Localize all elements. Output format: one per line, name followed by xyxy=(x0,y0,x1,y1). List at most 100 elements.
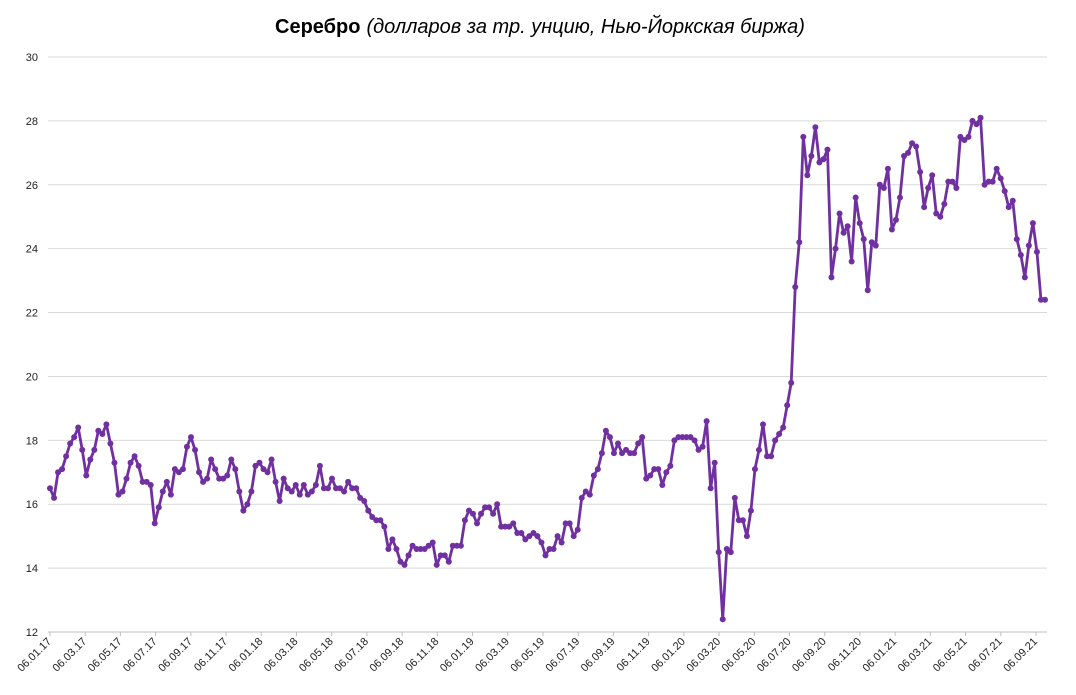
data-point xyxy=(836,210,843,217)
data-point xyxy=(606,434,613,441)
data-point xyxy=(409,542,416,549)
data-point xyxy=(284,485,291,492)
series-line xyxy=(48,116,1045,621)
data-point xyxy=(880,184,887,191)
data-point xyxy=(377,517,384,524)
x-tick-label: 06.05.20 xyxy=(720,636,759,675)
x-tick-label: 06.01.19 xyxy=(438,636,477,675)
data-point xyxy=(808,153,815,160)
data-point xyxy=(478,510,485,517)
data-point xyxy=(401,561,408,568)
data-point xyxy=(884,165,891,172)
x-tick-label: 06.01.18 xyxy=(227,636,266,675)
data-point xyxy=(268,456,275,463)
data-point xyxy=(969,117,976,124)
data-point xyxy=(224,472,231,479)
data-point xyxy=(578,494,585,501)
x-tick-label: 06.01.20 xyxy=(649,636,688,675)
data-point xyxy=(937,213,944,220)
data-point xyxy=(772,437,779,444)
data-point xyxy=(667,462,674,469)
data-point xyxy=(530,529,537,536)
data-point xyxy=(260,466,267,473)
data-point xyxy=(345,478,352,485)
data-point xyxy=(429,539,436,546)
data-point xyxy=(993,165,1000,172)
data-point xyxy=(1013,236,1020,243)
y-axis: 12 14 16 18 20 22 24 26 28 30 xyxy=(26,52,38,639)
data-point xyxy=(820,156,827,163)
x-tick-label: 06.11.19 xyxy=(615,636,653,674)
data-point xyxy=(280,475,287,482)
data-point xyxy=(864,287,871,294)
x-tick-label: 06.03.19 xyxy=(473,636,512,675)
data-point xyxy=(574,526,581,533)
data-point xyxy=(228,456,235,463)
data-point xyxy=(107,440,114,447)
data-point xyxy=(252,462,259,469)
data-point xyxy=(441,552,448,559)
data-point xyxy=(506,523,513,530)
data-point xyxy=(768,453,775,460)
data-point xyxy=(175,469,182,476)
data-point xyxy=(800,133,807,140)
data-point xyxy=(929,172,936,179)
data-point xyxy=(731,494,738,501)
data-point xyxy=(925,184,932,191)
x-tick-label: 06.09.18 xyxy=(367,636,406,675)
data-point xyxy=(856,220,863,227)
data-point xyxy=(300,482,307,489)
data-point xyxy=(784,402,791,409)
data-point xyxy=(361,498,368,505)
data-point xyxy=(917,169,924,175)
data-point xyxy=(582,488,589,495)
data-point xyxy=(635,440,642,447)
grid-lines xyxy=(48,56,1047,633)
x-tick-label: 06.07.20 xyxy=(755,636,794,675)
data-point xyxy=(200,478,207,485)
data-point xyxy=(896,194,903,201)
x-tick-label: 06.05.18 xyxy=(297,636,336,675)
data-point xyxy=(780,424,787,431)
data-point xyxy=(534,533,541,540)
x-tick-label: 06.09.19 xyxy=(579,636,618,675)
x-tick-label: 06.07.19 xyxy=(544,636,583,675)
data-point xyxy=(51,494,58,501)
data-point xyxy=(876,181,883,188)
data-point xyxy=(643,475,650,482)
data-point xyxy=(973,121,980,128)
data-point xyxy=(812,124,819,131)
data-point xyxy=(232,466,239,473)
data-point xyxy=(99,430,106,437)
data-point xyxy=(957,133,964,140)
data-point xyxy=(461,517,468,524)
data-point xyxy=(457,542,464,549)
x-tick-label: 06.07.17 xyxy=(121,636,160,675)
data-point xyxy=(832,245,839,252)
data-point xyxy=(1001,188,1008,195)
data-point xyxy=(151,520,158,527)
data-point xyxy=(671,437,678,444)
x-tick-label: 06.03.21 xyxy=(896,636,935,675)
data-point xyxy=(59,466,66,473)
data-point xyxy=(79,446,86,453)
data-point xyxy=(989,178,996,185)
data-point xyxy=(659,482,666,489)
data-point xyxy=(848,258,855,265)
data-point xyxy=(135,462,142,469)
y-tick-label: 28 xyxy=(26,116,38,128)
data-point xyxy=(687,434,694,441)
data-point xyxy=(522,536,529,543)
data-point xyxy=(739,517,746,524)
data-point xyxy=(67,440,74,447)
data-point xyxy=(868,239,875,246)
data-point xyxy=(312,482,319,489)
x-tick-label: 06.01.21 xyxy=(860,636,899,675)
x-tick-label: 06.05.21 xyxy=(931,636,970,675)
data-point xyxy=(949,178,956,185)
data-point xyxy=(743,533,750,540)
x-tick-label: 06.11.18 xyxy=(403,636,441,674)
data-point xyxy=(598,450,605,457)
data-point xyxy=(590,472,597,479)
